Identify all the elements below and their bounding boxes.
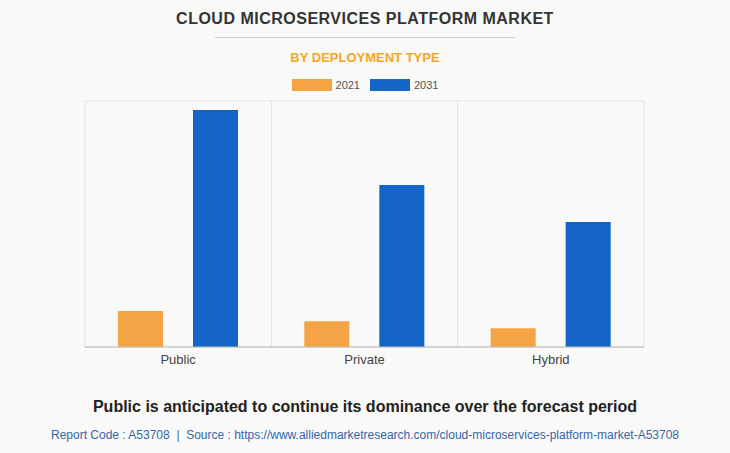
svg-text:Private: Private [344,352,384,367]
html-text:Public is anticipated to conti: Public is anticipated to continue its do… [92,398,637,415]
svg-text:Public: Public [160,352,196,367]
html-text:CLOUD MICROSERVICES PLATFORM M: CLOUD MICROSERVICES PLATFORM MARKET [176,10,554,27]
html-text:BY DEPLOYMENT TYPE: BY DEPLOYMENT TYPE [290,50,440,65]
html-text:Report Code : A53708 | Source: Report Code : A53708 | Source : https://… [51,428,679,442]
svg-text:Hybrid: Hybrid [532,352,570,367]
html-text:2021: 2021 [335,79,360,91]
html-text:2031: 2031 [414,79,439,91]
